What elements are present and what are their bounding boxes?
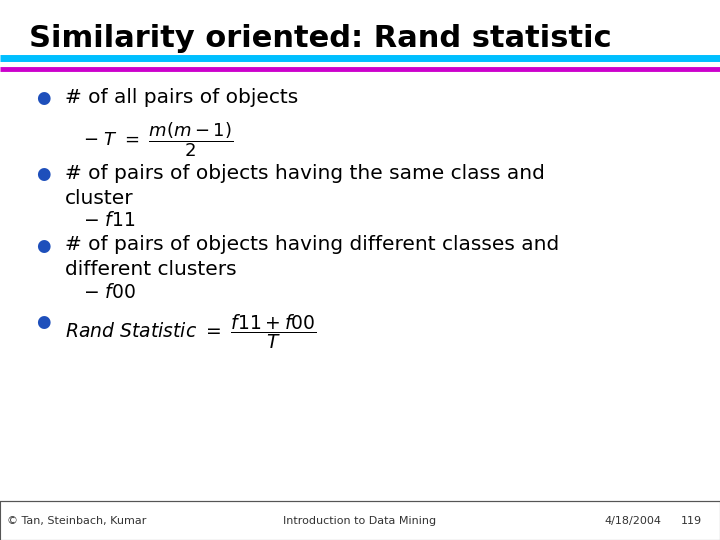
Text: ●: ● bbox=[36, 237, 50, 254]
Text: ●: ● bbox=[36, 165, 50, 183]
Text: $-\ f11$: $-\ f11$ bbox=[83, 211, 135, 229]
Text: $-\ f00$: $-\ f00$ bbox=[83, 283, 136, 302]
Text: Similarity oriented: Rand statistic: Similarity oriented: Rand statistic bbox=[29, 24, 611, 53]
Text: Introduction to Data Mining: Introduction to Data Mining bbox=[284, 516, 436, 525]
Text: # of pairs of objects having the same class and
cluster: # of pairs of objects having the same cl… bbox=[65, 164, 544, 207]
Text: ●: ● bbox=[36, 89, 50, 107]
Text: $-\ T\ =\ \dfrac{m(m-1)}{2}$: $-\ T\ =\ \dfrac{m(m-1)}{2}$ bbox=[83, 120, 233, 159]
Text: 119: 119 bbox=[681, 516, 702, 525]
FancyBboxPatch shape bbox=[0, 501, 720, 540]
Text: # of all pairs of objects: # of all pairs of objects bbox=[65, 88, 298, 107]
Text: © Tan, Steinbach, Kumar: © Tan, Steinbach, Kumar bbox=[7, 516, 147, 525]
Text: 4/18/2004: 4/18/2004 bbox=[605, 516, 662, 525]
Text: ●: ● bbox=[36, 313, 50, 331]
Text: $\mathit{Rand\ Statistic}\ =\ \dfrac{f11+f00}{T}$: $\mathit{Rand\ Statistic}\ =\ \dfrac{f11… bbox=[65, 312, 316, 351]
Text: # of pairs of objects having different classes and
different clusters: # of pairs of objects having different c… bbox=[65, 235, 559, 279]
